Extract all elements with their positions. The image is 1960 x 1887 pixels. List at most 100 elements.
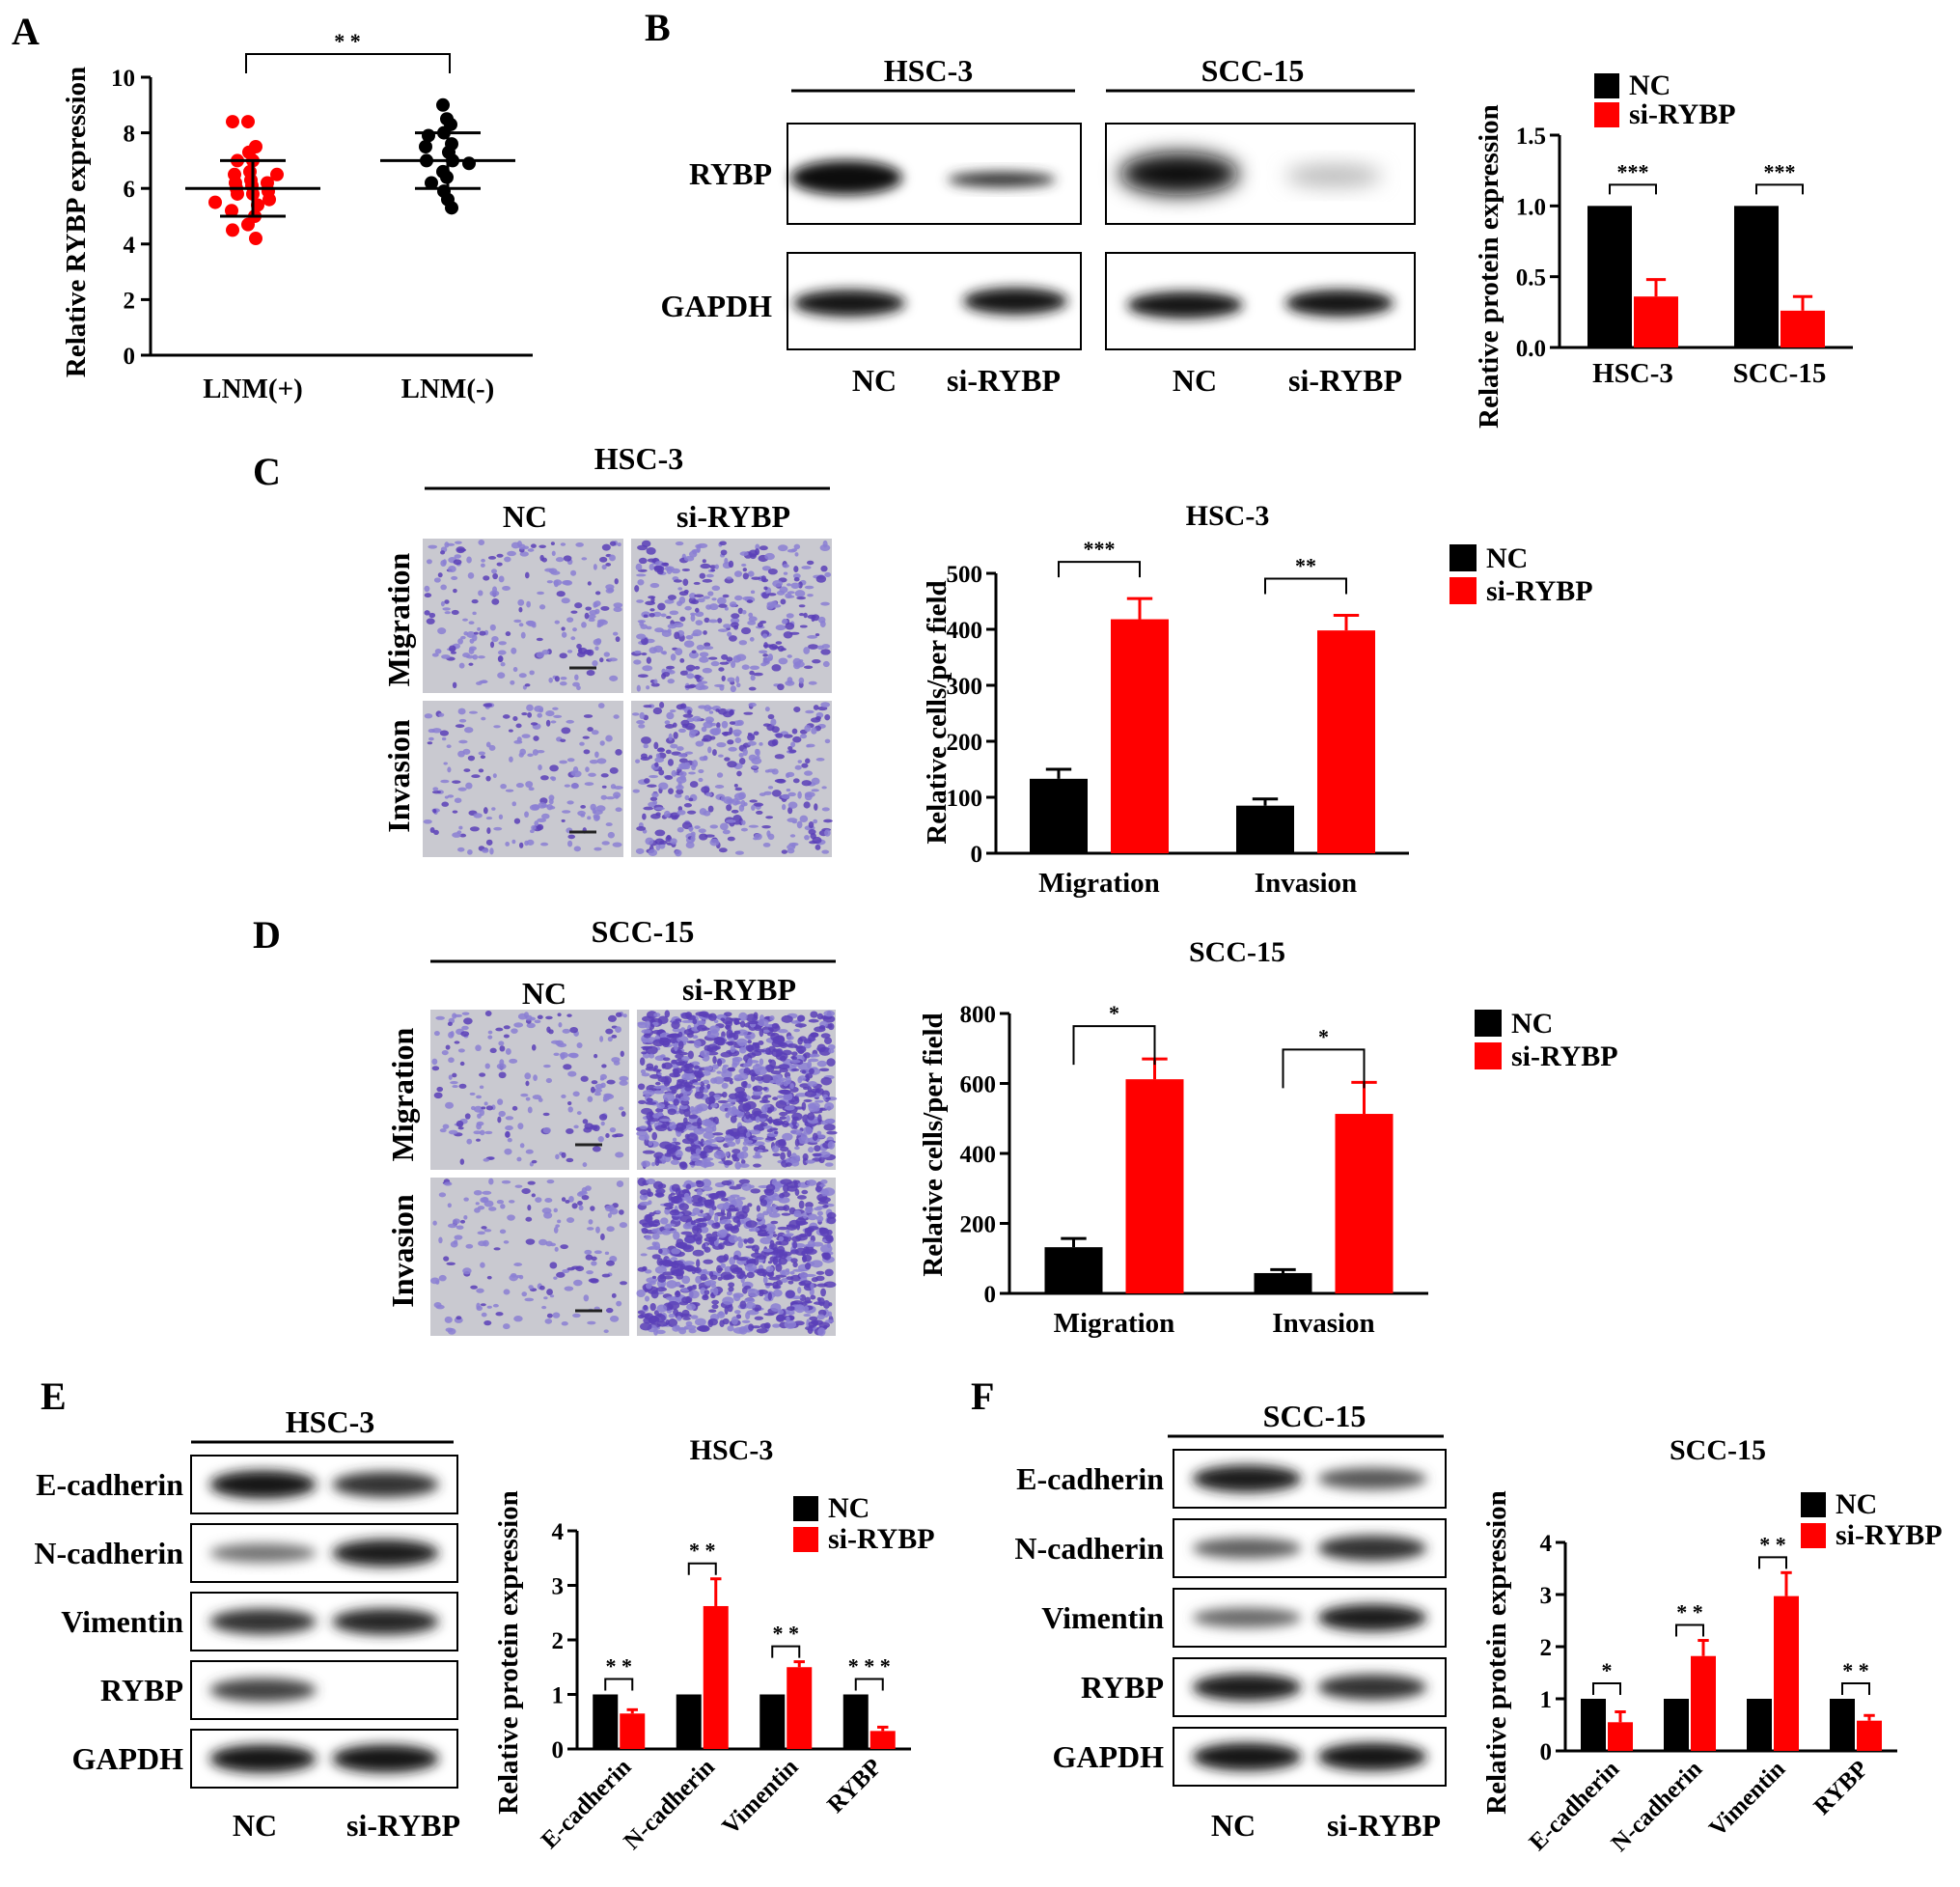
panel-c-cell-dot [704,642,711,648]
panel-c-cell-dot [583,714,594,718]
panel-d-cell-dot [693,1065,700,1069]
panel-d-cell-dot [810,1294,816,1300]
panel-d-cell-dot [719,1319,725,1327]
panel-c-cell-dot [537,712,542,718]
panel-e-x-tick-label: Vimentin [717,1754,803,1840]
panel-d-cell-dot [680,1099,690,1106]
panel-d-bar-si-rybp [1125,1079,1184,1293]
panel-d-cell-dot [713,1019,719,1024]
panel-d-cell-dot [815,1270,825,1275]
panel-d-cell-dot [561,1197,566,1202]
panel-d-cell-dot [772,1289,783,1297]
panel-c-cell-dot [688,771,696,775]
panel-d-cell-dot [757,1212,765,1220]
panel-d-cell-dot [611,1057,621,1063]
panel-f-x-tick-label: N-cadherin [1607,1756,1708,1857]
panel-d-cell-dot [619,1080,628,1086]
panel-c-cell-dot [587,727,594,732]
panel-c-cell-dot [472,634,478,642]
panel-a-x-tick-label: LNM(+) [203,374,303,404]
panel-a-significance-label: * * [334,29,361,53]
panel-d-cell-dot [481,1312,487,1318]
panel-d-cell-dot [712,1132,724,1136]
panel-b-significance-bracket [1609,183,1657,195]
panel-d-cell-dot [555,1224,561,1228]
panel-c-cell-dot [664,720,671,725]
panel-c-cell-dot [469,826,480,832]
panel-c-cell-dot [518,673,527,679]
panel-d-cell-dot [776,1095,785,1099]
panel-d-cell-dot [809,1316,818,1321]
panel-f-band [1192,1673,1302,1702]
panel-d-cell-dot [452,1085,458,1089]
panel-c-cell-dot [801,780,812,787]
panel-d-cell-dot [528,1285,534,1290]
panel-c-cell-dot [455,541,462,544]
panel-c-cell-dot [792,778,800,784]
panel-d-cell-dot [482,1196,489,1204]
panel-c-cell-dot [721,653,729,660]
panel-c-cell-dot [787,595,795,598]
panel-c-cell-dot [679,670,688,676]
panel-c-cell-dot [551,550,556,557]
panel-d-cell-dot [603,1329,609,1334]
panel-d-cell-dot [535,1197,542,1204]
panel-c-cell-dot [733,792,745,801]
panel-d-cell-dot [703,1159,708,1169]
panel-c-cell-dot [780,598,787,605]
panel-c-cell-dot [824,829,831,837]
panel-c-cell-dot [703,810,711,817]
panel-d-cell-dot [492,1303,499,1308]
band-gapdh [963,288,1067,315]
panel-d-cell-dot [804,1243,815,1247]
panel-c-cell-dot [640,624,649,629]
panel-b-bar-si-rybp [1781,310,1825,347]
panel-d-cell-dot [790,1068,800,1071]
panel-d-cell-dot [747,1040,752,1044]
band-gapdh [1127,291,1243,319]
panel-c-cell-dot [641,540,651,548]
panel-d-cell-dot [646,1097,653,1102]
panel-c-cell-dot [699,572,706,579]
panel-f-row-label-e-cadherin: E-cadherin [1016,1461,1164,1496]
panel-c-bar-nc [1030,778,1088,853]
panel-c-cell-dot [783,631,793,639]
panel-d-cell-dot [720,1051,732,1058]
panel-c-cell-dot [685,664,696,672]
panel-c-cell-dot [803,801,811,809]
panel-d-cell-dot [769,1239,775,1249]
panel-d-x-tick-label: Invasion [1272,1308,1374,1339]
panel-d-y-tick-label: 800 [960,1002,997,1028]
panel-d-cell-dot [480,1303,486,1307]
panel-d-cell-dot [736,1038,748,1046]
panel-c-cell-dot [719,541,727,545]
panel-d-cell-dot [820,1076,833,1086]
panel-e-legend-label: si-RYBP [828,1523,935,1555]
panel-b-bar-si-rybp [1634,296,1678,347]
panel-d-cell-dot [726,1029,733,1039]
panel-c-cell-dot [718,603,728,608]
panel-e-significance-bracket [604,1678,634,1691]
panel-d-cell-dot [816,1210,824,1216]
panel-c-cell-dot [688,683,697,688]
panel-d-cell-dot [772,1281,779,1290]
panel-c-cell-dot [641,637,649,646]
panel-d-cell-dot [708,1309,717,1313]
panel-d-cell-dot [541,1207,552,1214]
panel-d-cell-dot [793,1146,800,1151]
panel-d-cell-dot [488,1207,497,1211]
panel-d-cell-dot [481,1106,486,1110]
panel-c-cell-dot [457,787,467,791]
panel-c-cell-dot [676,789,684,794]
panel-d-cell-dot [728,1093,738,1099]
panel-d-cell-dot [676,1035,689,1043]
panel-c-cell-dot [646,685,650,690]
panel-c-cell-dot [491,635,499,643]
panel-d-cell-dot [752,1136,764,1141]
panel-d-cell-dot [651,1241,657,1247]
panel-d-cell-dot [739,1020,746,1028]
panel-d-cell-dot [660,1217,669,1225]
panel-d-cell-dot [695,1148,702,1155]
panel-d-cell-dot [684,1072,696,1081]
panel-d-cell-dot [578,1205,584,1211]
